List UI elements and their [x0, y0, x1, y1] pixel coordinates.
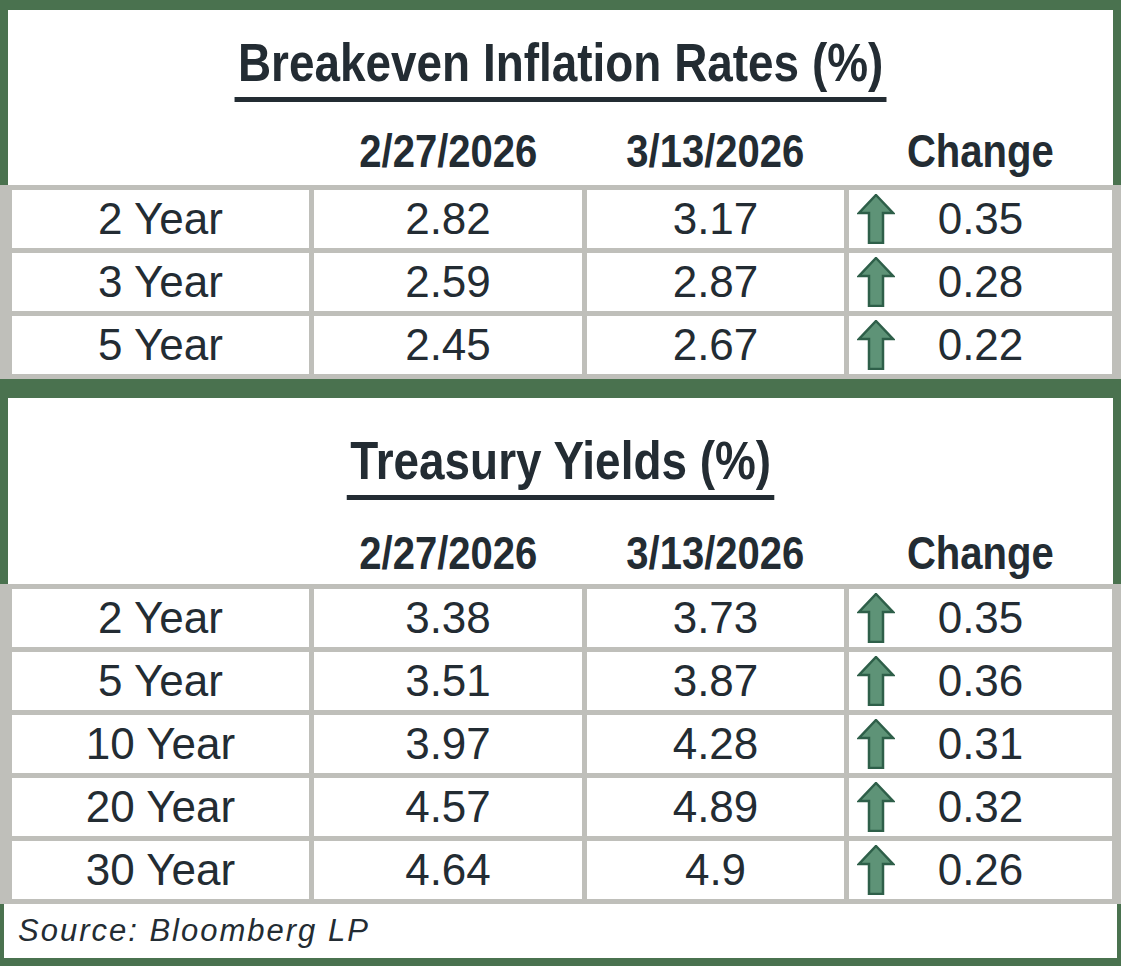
change-value: 0.31: [938, 719, 1024, 768]
change-value: 0.28: [938, 257, 1024, 306]
up-arrow-icon: [857, 782, 895, 832]
prev-value: 3.38: [314, 589, 582, 647]
row-label: 30 Year: [12, 841, 309, 899]
row-label: 3 Year: [12, 253, 309, 311]
row-label: 2 Year: [12, 589, 309, 647]
row-label: 2 Year: [12, 190, 309, 248]
change-cell: 0.26: [849, 841, 1112, 899]
curr-value: 2.67: [587, 316, 844, 374]
breakeven-table-title: Breakeven Inflation Rates (%): [234, 32, 886, 102]
change-value: 0.36: [938, 656, 1024, 705]
breakeven-column-headers: 2/27/2026 3/13/2026 Change: [0, 120, 1121, 182]
curr-value: 2.87: [587, 253, 844, 311]
prev-value: 3.51: [314, 652, 582, 710]
up-arrow-icon: [857, 656, 895, 706]
up-arrow-icon: [857, 593, 895, 643]
row-label: 10 Year: [12, 715, 309, 773]
column-header-curr-date: 3/13/2026: [587, 120, 844, 193]
curr-value: 3.73: [587, 589, 844, 647]
change-cell: 0.28: [849, 253, 1112, 311]
row-label: 5 Year: [12, 316, 309, 374]
prev-value: 3.97: [314, 715, 582, 773]
curr-value: 3.17: [587, 190, 844, 248]
prev-value: 4.57: [314, 778, 582, 836]
column-header-blank: [12, 120, 309, 193]
curr-value: 3.87: [587, 652, 844, 710]
up-arrow-icon: [857, 194, 895, 244]
curr-value: 4.28: [587, 715, 844, 773]
report-canvas: Breakeven Inflation Rates (%) 2/27/2026 …: [0, 0, 1121, 966]
change-cell: 0.35: [849, 589, 1112, 647]
column-header-change: Change: [849, 120, 1112, 193]
curr-value: 4.9: [587, 841, 844, 899]
treasury-table-title: Treasury Yields (%): [347, 430, 775, 500]
column-header-prev-date: 2/27/2026: [314, 120, 582, 193]
change-cell: 0.35: [849, 190, 1112, 248]
change-cell: 0.22: [849, 316, 1112, 374]
change-cell: 0.32: [849, 778, 1112, 836]
prev-value: 2.82: [314, 190, 582, 248]
up-arrow-icon: [857, 719, 895, 769]
up-arrow-icon: [857, 845, 895, 895]
change-value: 0.32: [938, 782, 1024, 831]
row-label: 20 Year: [12, 778, 309, 836]
prev-value: 4.64: [314, 841, 582, 899]
change-value: 0.26: [938, 845, 1024, 894]
source-row: Source: Bloomberg LP: [4, 904, 1117, 958]
curr-value: 4.89: [587, 778, 844, 836]
prev-value: 2.59: [314, 253, 582, 311]
breakeven-table-grid: 2 Year 2.82 3.17 0.35 3 Year 2.59 2.87 0…: [0, 185, 1121, 379]
change-cell: 0.31: [849, 715, 1112, 773]
treasury-table-grid: 2 Year 3.38 3.73 0.35 5 Year 3.51 3.87 0…: [0, 584, 1121, 904]
change-value: 0.35: [938, 593, 1024, 642]
change-value: 0.35: [938, 194, 1024, 243]
prev-value: 2.45: [314, 316, 582, 374]
change-value: 0.22: [938, 320, 1024, 369]
change-cell: 0.36: [849, 652, 1112, 710]
up-arrow-icon: [857, 257, 895, 307]
treasury-column-headers: 2/27/2026 3/13/2026 Change: [0, 522, 1121, 584]
up-arrow-icon: [857, 320, 895, 370]
source-text: Source: Bloomberg LP: [18, 913, 370, 948]
row-label: 5 Year: [12, 652, 309, 710]
